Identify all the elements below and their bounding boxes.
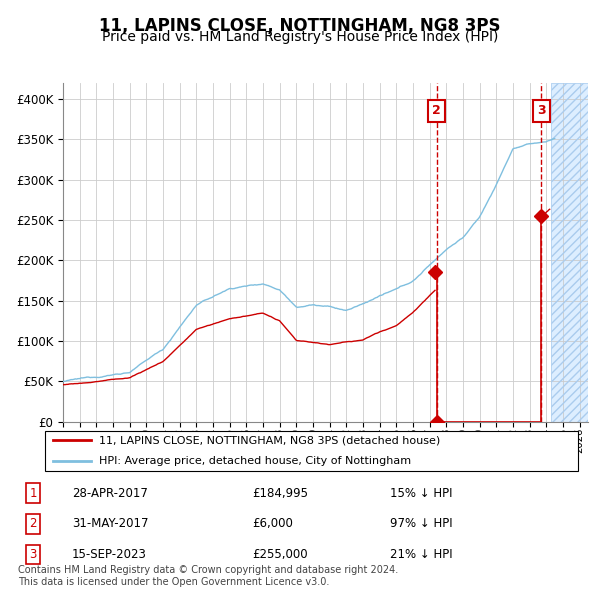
Text: 21% ↓ HPI: 21% ↓ HPI bbox=[390, 548, 452, 561]
Text: Contains HM Land Registry data © Crown copyright and database right 2024.
This d: Contains HM Land Registry data © Crown c… bbox=[18, 565, 398, 587]
Text: 97% ↓ HPI: 97% ↓ HPI bbox=[390, 517, 452, 530]
Text: 3: 3 bbox=[29, 548, 37, 561]
Text: 15-SEP-2023: 15-SEP-2023 bbox=[72, 548, 147, 561]
Text: £184,995: £184,995 bbox=[252, 487, 308, 500]
Text: 2: 2 bbox=[432, 104, 441, 117]
Text: 1: 1 bbox=[29, 487, 37, 500]
Text: 28-APR-2017: 28-APR-2017 bbox=[72, 487, 148, 500]
Text: 15% ↓ HPI: 15% ↓ HPI bbox=[390, 487, 452, 500]
Text: 11, LAPINS CLOSE, NOTTINGHAM, NG8 3PS: 11, LAPINS CLOSE, NOTTINGHAM, NG8 3PS bbox=[99, 17, 501, 35]
Bar bbox=[551, 83, 588, 422]
Text: 11, LAPINS CLOSE, NOTTINGHAM, NG8 3PS (detached house): 11, LAPINS CLOSE, NOTTINGHAM, NG8 3PS (d… bbox=[98, 435, 440, 445]
FancyBboxPatch shape bbox=[45, 431, 578, 471]
Text: 31-MAY-2017: 31-MAY-2017 bbox=[72, 517, 149, 530]
Text: £6,000: £6,000 bbox=[252, 517, 293, 530]
Bar bbox=[551, 83, 588, 422]
Text: 2: 2 bbox=[29, 517, 37, 530]
Text: 3: 3 bbox=[537, 104, 546, 117]
Text: Price paid vs. HM Land Registry's House Price Index (HPI): Price paid vs. HM Land Registry's House … bbox=[102, 30, 498, 44]
Text: HPI: Average price, detached house, City of Nottingham: HPI: Average price, detached house, City… bbox=[98, 456, 411, 466]
Text: £255,000: £255,000 bbox=[252, 548, 308, 561]
